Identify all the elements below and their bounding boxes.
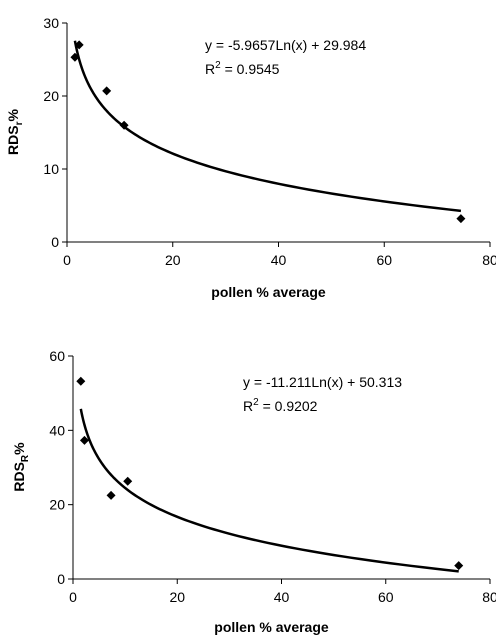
r-squared-label: R2 = 0.9202 — [243, 397, 318, 414]
data-point-1 — [76, 376, 86, 386]
y-tick-label: 30 — [43, 15, 59, 31]
x-tick-label: 60 — [378, 589, 394, 605]
x-tick-label: 80 — [482, 252, 496, 268]
x-tick-label: 20 — [165, 252, 181, 268]
trendline — [79, 408, 459, 573]
y-axis-label: RDSR% — [11, 442, 31, 492]
x-tick-label: 20 — [169, 589, 185, 605]
data-point-2 — [74, 40, 84, 50]
trendline-equation: y = -11.211Ln(x) + 50.313 — [243, 374, 402, 390]
y-tick-label: 20 — [43, 88, 59, 104]
y-tick-label: 10 — [43, 161, 59, 177]
data-point-4 — [123, 476, 133, 486]
data-point-4 — [119, 120, 129, 130]
chart-1: 0 10 20 30 0 20 40 60 80 y = -5.9657Ln(x) + 29.98… — [5, 15, 496, 300]
chart-2: 0 20 40 60 0 20 40 60 80 y = -11.211Ln(x) + 50.31… — [11, 348, 496, 635]
x-tick-label: 0 — [63, 252, 71, 268]
x-tick-label: 60 — [376, 252, 392, 268]
trendline-equation: y = -5.9657Ln(x) + 29.984 — [205, 37, 366, 53]
x-tick-label: 40 — [274, 589, 290, 605]
data-point-5 — [454, 561, 464, 571]
x-tick-label: 40 — [271, 252, 287, 268]
y-tick-label: 20 — [49, 497, 65, 513]
data-point-1 — [70, 52, 80, 62]
y-tick-label: 60 — [49, 348, 65, 364]
y-tick-label: 40 — [49, 422, 65, 438]
x-axis-label: pollen % average — [214, 619, 329, 635]
r-squared-label: R2 = 0.9545 — [205, 60, 280, 77]
y-tick-label: 0 — [57, 571, 65, 587]
x-tick-label: 0 — [69, 589, 77, 605]
data-point-3 — [102, 86, 112, 96]
y-axis-label: RDSr% — [5, 108, 25, 154]
x-tick-label: 80 — [482, 589, 496, 605]
data-point-5 — [456, 214, 466, 224]
data-point-2 — [79, 435, 89, 445]
x-axis-label: pollen % average — [211, 284, 326, 300]
data-point-3 — [106, 490, 116, 500]
y-tick-label: 0 — [51, 234, 59, 250]
